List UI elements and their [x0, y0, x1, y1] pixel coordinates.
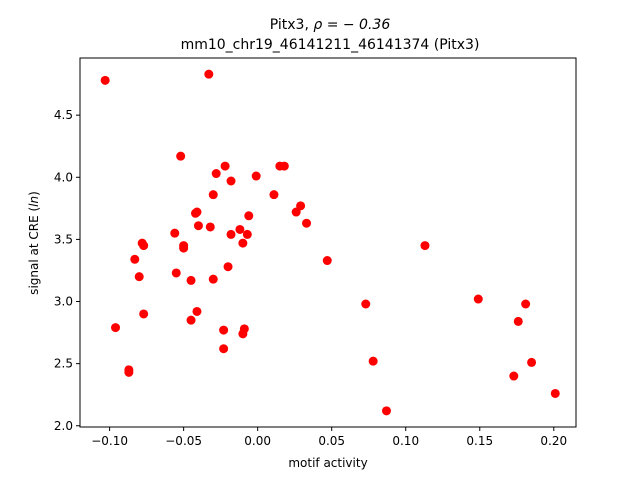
data-point: [176, 151, 186, 161]
data-point: [204, 69, 214, 79]
y-tick-label: 4.0: [54, 170, 73, 184]
data-point: [361, 299, 371, 309]
y-axis-label-italic: ln: [27, 196, 41, 207]
data-point: [220, 161, 230, 171]
data-point: [170, 228, 180, 238]
chart-title-prefix: Pitx3,: [270, 17, 314, 33]
x-tick-label: −0.05: [165, 434, 202, 448]
data-point: [322, 256, 332, 266]
data-point: [244, 211, 254, 221]
data-point: [420, 241, 430, 251]
data-point: [550, 388, 560, 398]
data-point: [238, 238, 248, 248]
data-point: [211, 169, 221, 179]
x-tick-label: 0.00: [244, 434, 271, 448]
x-tick-label: 0.20: [540, 434, 567, 448]
data-point: [226, 176, 236, 186]
chart-title-line1: Pitx3, ρ = − 0.36: [270, 17, 391, 33]
data-point: [302, 218, 312, 228]
y-tick-label: 3.5: [54, 232, 73, 246]
y-tick-label: 3.0: [54, 295, 73, 309]
data-point: [124, 365, 134, 375]
data-point: [235, 224, 245, 234]
chart-title-line2: mm10_chr19_46141211_46141374 (Pitx3): [181, 37, 480, 53]
data-point: [171, 268, 181, 278]
data-point: [193, 221, 203, 231]
data-point: [186, 315, 196, 325]
data-point: [527, 357, 537, 367]
y-axis-ticks: 2.0 2.5 3.0 3.5 4.0 4.5: [54, 108, 80, 433]
points-layer: [100, 69, 560, 416]
data-point: [291, 207, 301, 217]
data-point: [269, 190, 279, 200]
data-point: [473, 294, 483, 304]
x-tick-label: −0.10: [91, 434, 128, 448]
data-point: [205, 222, 215, 232]
y-tick-label: 2.5: [54, 357, 73, 371]
data-point: [111, 323, 121, 333]
y-axis-label-prefix: signal at CRE (: [27, 207, 41, 295]
data-point: [219, 325, 229, 335]
data-point: [239, 324, 249, 334]
data-point: [139, 309, 149, 319]
data-point: [208, 274, 218, 284]
data-point: [513, 316, 523, 326]
x-tick-label: 0.10: [392, 434, 419, 448]
data-point: [208, 190, 218, 200]
data-point: [509, 371, 519, 381]
chart-title-rho: ρ = − 0.36: [313, 17, 390, 33]
data-point: [100, 75, 110, 85]
x-axis-label: motif activity: [288, 456, 367, 470]
data-point: [192, 207, 202, 217]
data-point: [279, 161, 289, 171]
y-axis-label-suffix: ): [27, 191, 41, 196]
y-axis-label: signal at CRE (ln): [27, 191, 41, 295]
data-point: [368, 356, 378, 366]
y-tick-label: 2.0: [54, 419, 73, 433]
plot-frame: [79, 57, 577, 428]
data-point: [226, 229, 236, 239]
x-tick-label: 0.15: [466, 434, 493, 448]
data-point: [521, 299, 531, 309]
data-point: [242, 229, 252, 239]
x-axis-ticks: −0.10 −0.05 0.00 0.05 0.10 0.15 0.20: [91, 427, 567, 448]
data-point: [251, 171, 261, 181]
data-point: [134, 272, 144, 282]
x-tick-label: 0.05: [318, 434, 345, 448]
data-point: [192, 306, 202, 316]
data-point: [186, 275, 196, 285]
data-point: [139, 241, 149, 251]
data-point: [381, 406, 391, 416]
y-tick-label: 4.5: [54, 108, 73, 122]
data-point: [179, 241, 189, 251]
data-point: [223, 262, 233, 272]
data-point: [219, 344, 229, 354]
data-point: [130, 254, 140, 264]
data-point: [296, 201, 306, 211]
